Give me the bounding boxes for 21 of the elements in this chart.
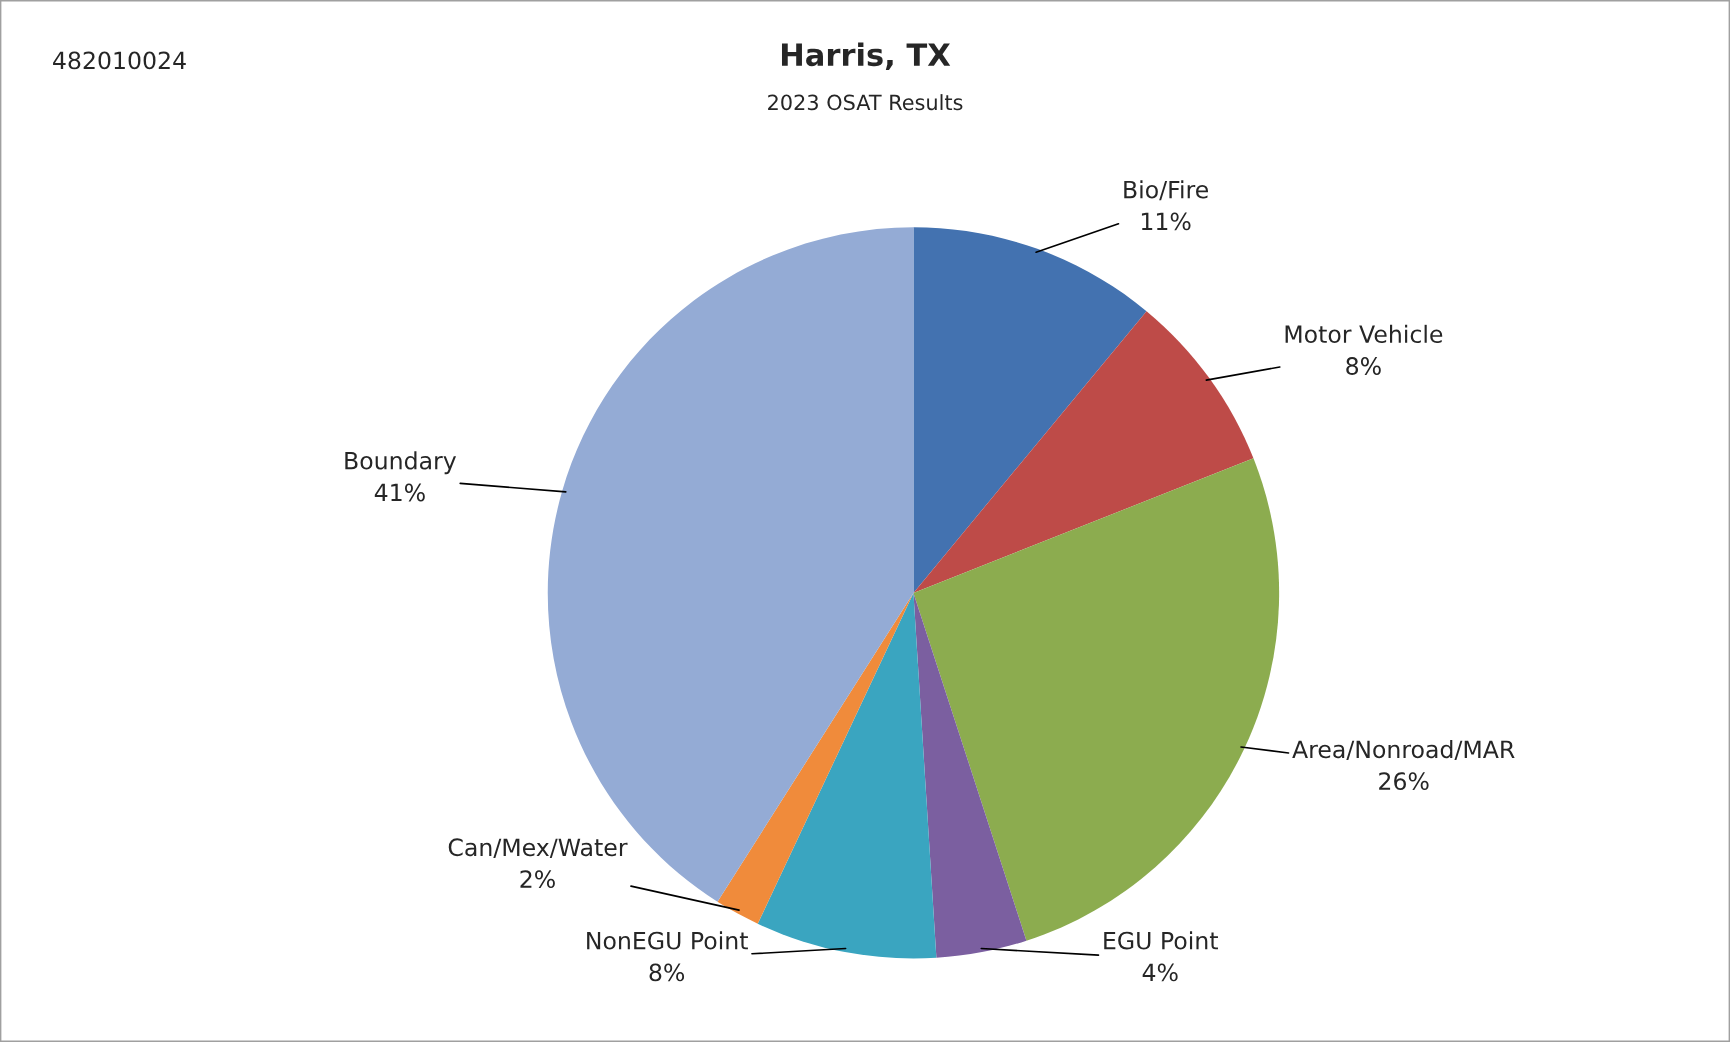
- slice-label: EGU Point: [1104, 931, 1218, 950]
- slice-label: Motor Vehicle: [1285, 324, 1443, 344]
- slice-label: Area/Nonroad/MAR: [1292, 739, 1515, 761]
- chart-title: Harris, TX: [781, 42, 951, 71]
- chart-subtitle: 2023 OSAT Results: [768, 94, 963, 111]
- slice-label: Boundary: [345, 451, 457, 475]
- data-label: 8%: [1346, 357, 1381, 375]
- pie-slice: [757, 592, 937, 959]
- text: 482010024: [53, 51, 186, 70]
- data-label: 2%: [520, 870, 555, 889]
- data-label: 41%: [374, 483, 425, 502]
- pie-slice: [913, 311, 1254, 593]
- data-label: 4%: [1142, 963, 1178, 982]
- slice-label: NonEGU Point: [587, 931, 748, 950]
- data-label: 26%: [1379, 772, 1429, 791]
- slice-label: Can/Mex/Water: [448, 838, 628, 859]
- pie-slice: [913, 592, 1027, 958]
- data-label: 11%: [1141, 212, 1191, 231]
- data-label: 8%: [649, 963, 685, 982]
- pie-slice: [717, 592, 914, 924]
- slice-label: Bio/Fire: [1124, 180, 1208, 201]
